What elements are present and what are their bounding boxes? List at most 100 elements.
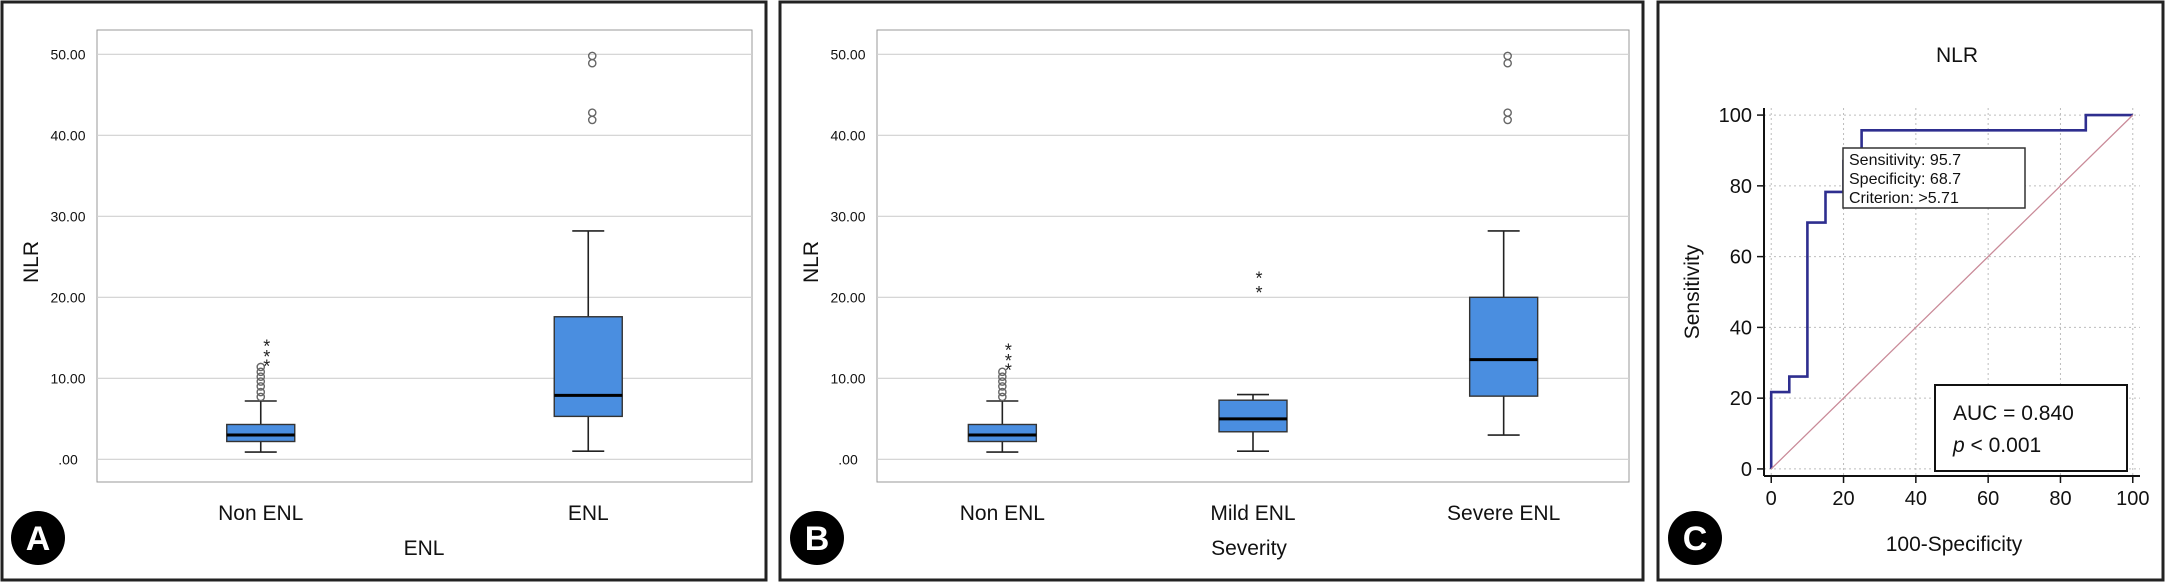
box-iqr (553, 316, 623, 418)
panel-a-badge-letter: A (26, 520, 51, 558)
y-tick-label: 10.00 (830, 370, 865, 386)
x-category-label: ENL (568, 502, 609, 525)
extreme-point: * (1255, 283, 1262, 303)
panel-c-criterion-specificity: Specificity: 68.7 (1849, 171, 1961, 188)
panel-b-boxes: ***** (967, 51, 1539, 453)
box-iqr (1468, 296, 1539, 397)
y-tick-label: .00 (838, 451, 858, 467)
panel-a-y-axis-label: NLR (20, 241, 43, 283)
y-tick-label: 20.00 (50, 289, 85, 305)
extreme-point: * (263, 357, 270, 377)
panel-c-pvalue: p < 0.001 (1952, 434, 2041, 457)
outlier-point (256, 387, 266, 397)
outlier-point (998, 377, 1007, 386)
extreme-point: * (1005, 351, 1012, 371)
panel-c-x-axis-label: 100-Specificity (1886, 533, 2023, 556)
x-tick-label: 60 (1977, 488, 1999, 510)
y-tick-label: 0 (1741, 459, 1752, 481)
outlier-point (587, 108, 597, 117)
panel-c-stats-box (1934, 384, 2128, 472)
panel-b-badge-letter: B (805, 520, 830, 558)
box-3 (1468, 51, 1539, 436)
box-iqr (967, 423, 1038, 443)
box-2: ** (1218, 268, 1288, 453)
y-tick-label: 40.00 (830, 127, 865, 143)
outlier-point (256, 367, 266, 377)
panel-a-x-axis-label: ENL (404, 537, 445, 560)
outlier-point (587, 51, 597, 61)
y-tick-label: 10.00 (50, 370, 85, 386)
outlier-point (998, 392, 1007, 402)
y-tick-label: 100 (1719, 105, 1752, 127)
y-tick-label: 80 (1730, 176, 1752, 198)
panel-b-badge (790, 511, 844, 565)
outlier-point (256, 382, 266, 391)
panel-b-y-axis-label: NLR (800, 241, 823, 283)
panel-c-title: NLR (1936, 44, 1978, 67)
panel-a-y-ticks: .00 10.00 20.00 30.00 40.00 50.00 (50, 46, 85, 467)
box-2 (553, 51, 623, 453)
panel-c-pvalue-symbol: p (1952, 434, 1965, 457)
panel-b-y-ticks: .00 10.00 20.00 30.00 40.00 50.00 (830, 46, 865, 467)
x-tick-label: 80 (2049, 488, 2071, 510)
outlier-point (998, 382, 1007, 391)
x-category-label: Non ENL (960, 502, 1045, 525)
panel-a-badge (11, 511, 65, 565)
x-tick-label: 0 (1766, 488, 1777, 510)
y-tick-label: 60 (1730, 247, 1752, 269)
panel-a-boxes: *** (226, 51, 623, 453)
y-tick-label: 30.00 (50, 208, 85, 224)
extreme-point: * (1005, 340, 1012, 360)
panel-c-badge-letter: C (1683, 520, 1708, 558)
panel-a: .00 10.00 20.00 30.00 40.00 50.00 *** Non ENL… (0, 0, 768, 582)
x-tick-label: 40 (1905, 488, 1927, 510)
x-category-label: Mild ENL (1210, 502, 1295, 525)
x-category-label: Non ENL (218, 502, 303, 525)
y-tick-label: 20.00 (830, 289, 865, 305)
panel-c-y-axis-label: Sensitivity (1681, 244, 1704, 339)
panel-a-gridlines (97, 53, 752, 460)
extreme-point: * (1005, 361, 1012, 381)
y-tick-label: .00 (58, 451, 78, 467)
panel-c-criterion-sensitivity: Sensitivity: 95.7 (1849, 152, 1961, 169)
panel-a-x-categories: Non ENL ENL (218, 502, 609, 525)
y-tick-label: 20 (1730, 388, 1752, 410)
panel-c-pvalue-text: < 0.001 (1965, 434, 2041, 457)
outlier-point (256, 392, 266, 402)
extreme-point: * (263, 347, 270, 367)
panel-c-badge (1668, 511, 1722, 565)
panel-c: NLR 0 20 40 60 80 100 0 20 40 60 80 100 Sensitivity… (1656, 0, 2165, 582)
panel-c-frame (1656, 0, 2165, 582)
panel-c-curves (1769, 113, 2134, 470)
panel-c-criterion-value: Criterion: >5.71 (1849, 190, 1959, 207)
panel-b-x-categories: Non ENL Mild ENL Severe ENL (960, 502, 1561, 525)
x-tick-label: 100 (2116, 488, 2149, 510)
outlier-point (998, 367, 1007, 377)
panel-a-plot-area (96, 29, 753, 483)
x-tick-label: 20 (1832, 488, 1854, 510)
outlier-point (256, 377, 266, 386)
outlier-point (998, 372, 1007, 381)
box-iqr (1218, 399, 1288, 433)
panel-b-x-axis-label: Severity (1211, 537, 1287, 560)
panel-c-ticks: 0 20 40 60 80 100 0 20 40 60 80 100 (1719, 105, 2150, 510)
outlier-point (256, 372, 266, 381)
panel-c-auc: AUC = 0.840 (1953, 402, 2074, 425)
y-tick-label: 30.00 (830, 208, 865, 224)
roc-curve (1769, 113, 2133, 469)
extreme-point: * (1255, 268, 1262, 288)
box-1: *** (967, 340, 1038, 453)
outlier-point (1503, 51, 1512, 61)
outlier-point (256, 362, 266, 372)
outlier-point (1503, 108, 1512, 117)
box-1: *** (226, 336, 296, 453)
x-category-label: Severe ENL (1447, 502, 1560, 525)
panel-c-criterion-box (1842, 147, 2026, 209)
extreme-point: * (263, 336, 270, 356)
y-tick-label: 50.00 (50, 46, 85, 62)
reference-diagonal (1770, 114, 2134, 470)
outlier-point (998, 387, 1007, 397)
box-iqr (226, 423, 296, 443)
